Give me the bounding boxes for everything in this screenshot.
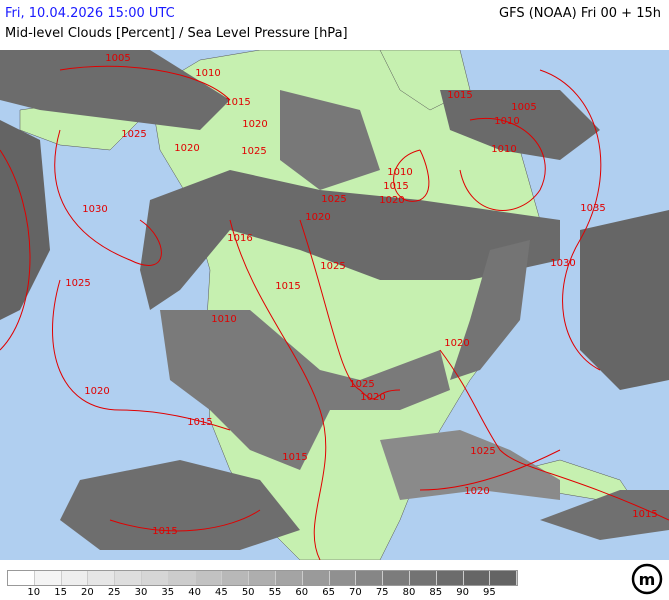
- isobar-label: 1025: [470, 446, 495, 457]
- legend-tick: 25: [107, 587, 121, 598]
- isobar-label: 1025: [321, 194, 346, 205]
- isobar-label: 1020: [84, 386, 109, 397]
- legend-swatch: [463, 571, 491, 585]
- isobar-label: 1020: [242, 119, 267, 130]
- forecast-datetime: Fri, 10.04.2026 15:00 UTC: [5, 6, 175, 21]
- legend-swatch: [61, 571, 89, 585]
- legend-swatch: [222, 571, 250, 585]
- isobar-label: 1020: [464, 486, 489, 497]
- isobar-label: 1010: [387, 167, 412, 178]
- isobar-label: 1015: [632, 509, 657, 520]
- legend-tick: 85: [429, 587, 443, 598]
- isobar-label: 1005: [511, 102, 536, 113]
- forecast-map[interactable]: 1005 1010 1015 1020 1025 1020 1025 1030 1025 1020…: [0, 50, 669, 560]
- legend-tick: 75: [375, 587, 389, 598]
- parameter-title: Mid-level Clouds [Percent] / Sea Level P…: [5, 26, 348, 41]
- isobar-label: 1030: [550, 258, 575, 269]
- isobar-label: 1025: [320, 261, 345, 272]
- legend-swatch: [383, 571, 410, 585]
- isobar-label: 1015: [225, 97, 250, 108]
- isobar-label: 1015: [152, 526, 177, 537]
- legend-swatch: [141, 571, 169, 585]
- legend-tick: 10: [27, 587, 41, 598]
- legend-tick: 50: [241, 587, 255, 598]
- isobar-label: 1016: [227, 233, 252, 244]
- svg-text:m: m: [639, 570, 656, 589]
- legend-swatch: [302, 571, 330, 585]
- isobar-label: 1005: [105, 53, 130, 64]
- legend-swatch: [34, 571, 62, 585]
- legend-tick: 45: [215, 587, 228, 598]
- model-run: GFS (NOAA) Fri 00 + 15h: [499, 6, 661, 21]
- legend-swatch: [115, 571, 142, 585]
- isobar-label: 1030: [82, 204, 107, 215]
- isobar-label: 1015: [447, 90, 472, 101]
- legend-tick: 35: [161, 587, 175, 598]
- meteologix-logo: m: [631, 563, 663, 595]
- legend-tick: 15: [54, 587, 67, 598]
- legend-swatch: [329, 571, 357, 585]
- legend-tick: 55: [268, 587, 282, 598]
- legend-swatch: [436, 571, 464, 585]
- isobar-label: 1025: [349, 379, 374, 390]
- isobar-label: 1020: [444, 338, 469, 349]
- legend-tick: 90: [456, 587, 469, 598]
- isobar-label: 1025: [121, 129, 146, 140]
- legend-tick: 95: [483, 587, 496, 598]
- legend-swatch: [168, 571, 196, 585]
- legend-tick: 40: [188, 587, 201, 598]
- legend-tick: 70: [349, 587, 362, 598]
- isobar-label: 1010: [211, 314, 236, 325]
- isobar-label: 1035: [580, 203, 605, 214]
- isobar-label: 1010: [195, 68, 220, 79]
- legend-swatch: [8, 571, 35, 585]
- legend-swatch: [195, 571, 223, 585]
- isobar-label: 1010: [494, 116, 519, 127]
- isobar-label: 1025: [241, 146, 266, 157]
- isobar-label: 1015: [282, 452, 307, 463]
- legend-swatch: [356, 571, 384, 585]
- cloud-cover: [0, 50, 669, 550]
- legend-tick: 80: [402, 587, 416, 598]
- isobar-label: 1015: [187, 417, 212, 428]
- isobar-label: 1010: [491, 144, 516, 155]
- isobar-label: 1020: [174, 143, 199, 154]
- legend-tick: 60: [295, 587, 309, 598]
- legend-swatch: [275, 571, 303, 585]
- legend-tick: 65: [322, 587, 335, 598]
- legend-tick: 30: [134, 587, 148, 598]
- legend-swatch: [409, 571, 437, 585]
- legend-swatch: [88, 571, 116, 585]
- legend-swatch: [249, 571, 276, 585]
- isobar-label: 1015: [275, 281, 300, 292]
- legend-tick: 20: [81, 587, 94, 598]
- isobar-label: 1025: [65, 278, 90, 289]
- isobar-label: 1020: [379, 195, 404, 206]
- isobar-label: 1020: [360, 392, 385, 403]
- isobars: [0, 65, 669, 560]
- cloud-legend-scale: [7, 570, 519, 586]
- isobar-label: 1015: [383, 181, 408, 192]
- isobar-label: 1020: [305, 212, 330, 223]
- legend-swatch: [490, 571, 518, 585]
